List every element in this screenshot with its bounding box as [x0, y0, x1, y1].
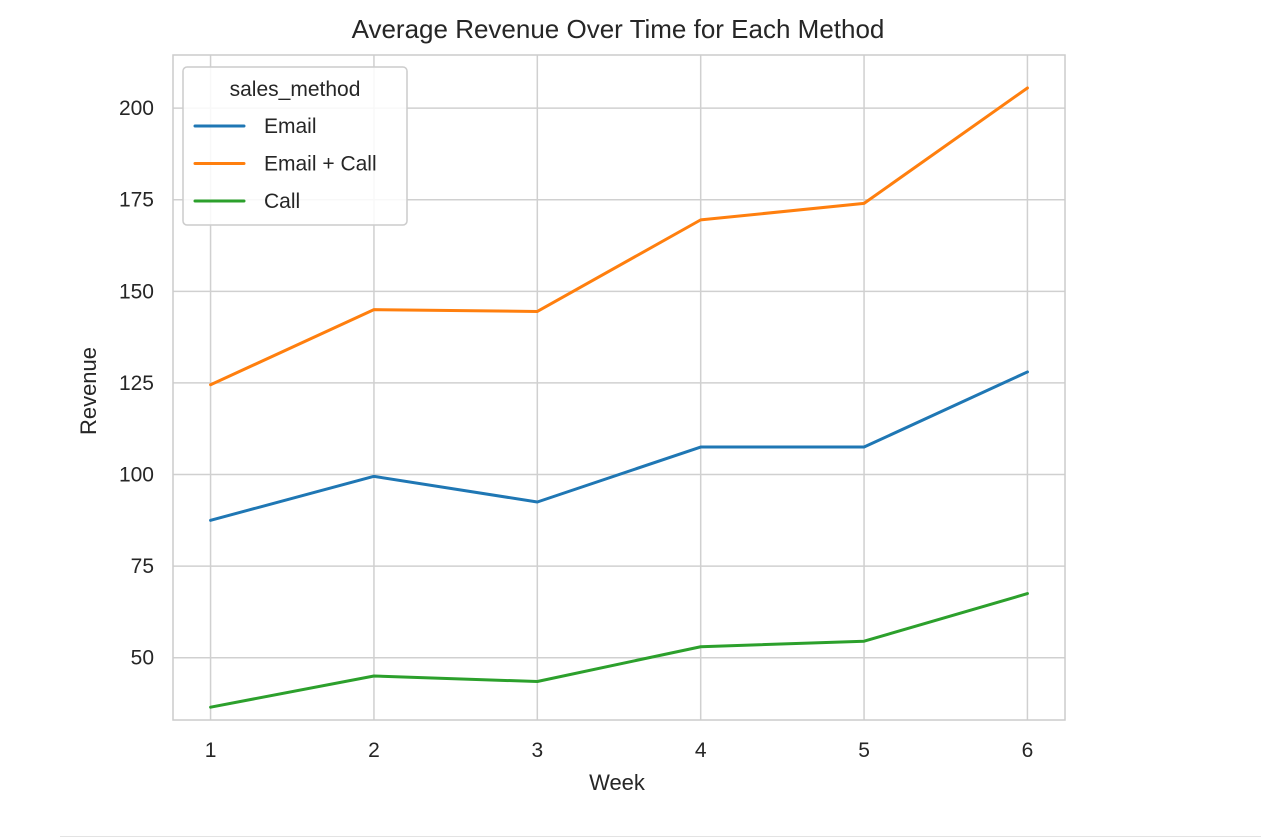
y-tick-label: 75	[131, 555, 154, 578]
legend: sales_method Email Email + Call Call	[182, 66, 408, 226]
bottom-divider	[60, 836, 1261, 837]
legend-item-email-call: Email + Call	[193, 153, 377, 176]
y-tick-labels: 50 75 100 125 150 175 200	[119, 97, 154, 670]
y-axis-label: Revenue	[76, 347, 101, 435]
plot-frame	[172, 54, 1066, 721]
legend-label: Email	[264, 115, 317, 138]
legend-label: Email + Call	[264, 153, 377, 176]
y-tick-label: 200	[119, 97, 154, 120]
legend-box	[182, 66, 408, 226]
y-tick-label: 50	[131, 647, 154, 670]
x-tick-label: 1	[205, 739, 217, 762]
legend-title: sales_method	[230, 78, 361, 101]
x-tick-label: 6	[1022, 739, 1034, 762]
legend-label: Call	[264, 190, 300, 213]
y-tick-label: 175	[119, 189, 154, 212]
series-line-call	[209, 592, 1029, 709]
legend-item-email: Email	[193, 115, 317, 138]
legend-item-call: Call	[193, 190, 300, 213]
series-line-email	[209, 370, 1029, 522]
x-tick-label: 3	[531, 739, 543, 762]
x-tick-label: 4	[695, 739, 707, 762]
x-tick-labels: 1 2 3 4 5 6	[205, 739, 1034, 762]
series-layer	[209, 86, 1029, 709]
y-tick-label: 100	[119, 464, 154, 487]
legend-items: Email Email + Call Call	[193, 115, 377, 213]
x-tick-label: 5	[858, 739, 870, 762]
x-axis-label: Week	[589, 770, 646, 795]
y-tick-label: 125	[119, 372, 154, 395]
y-tick-label: 150	[119, 280, 154, 303]
series-line-email-call	[209, 86, 1029, 387]
chart-title: Average Revenue Over Time for Each Metho…	[352, 14, 885, 44]
x-tick-label: 2	[368, 739, 380, 762]
